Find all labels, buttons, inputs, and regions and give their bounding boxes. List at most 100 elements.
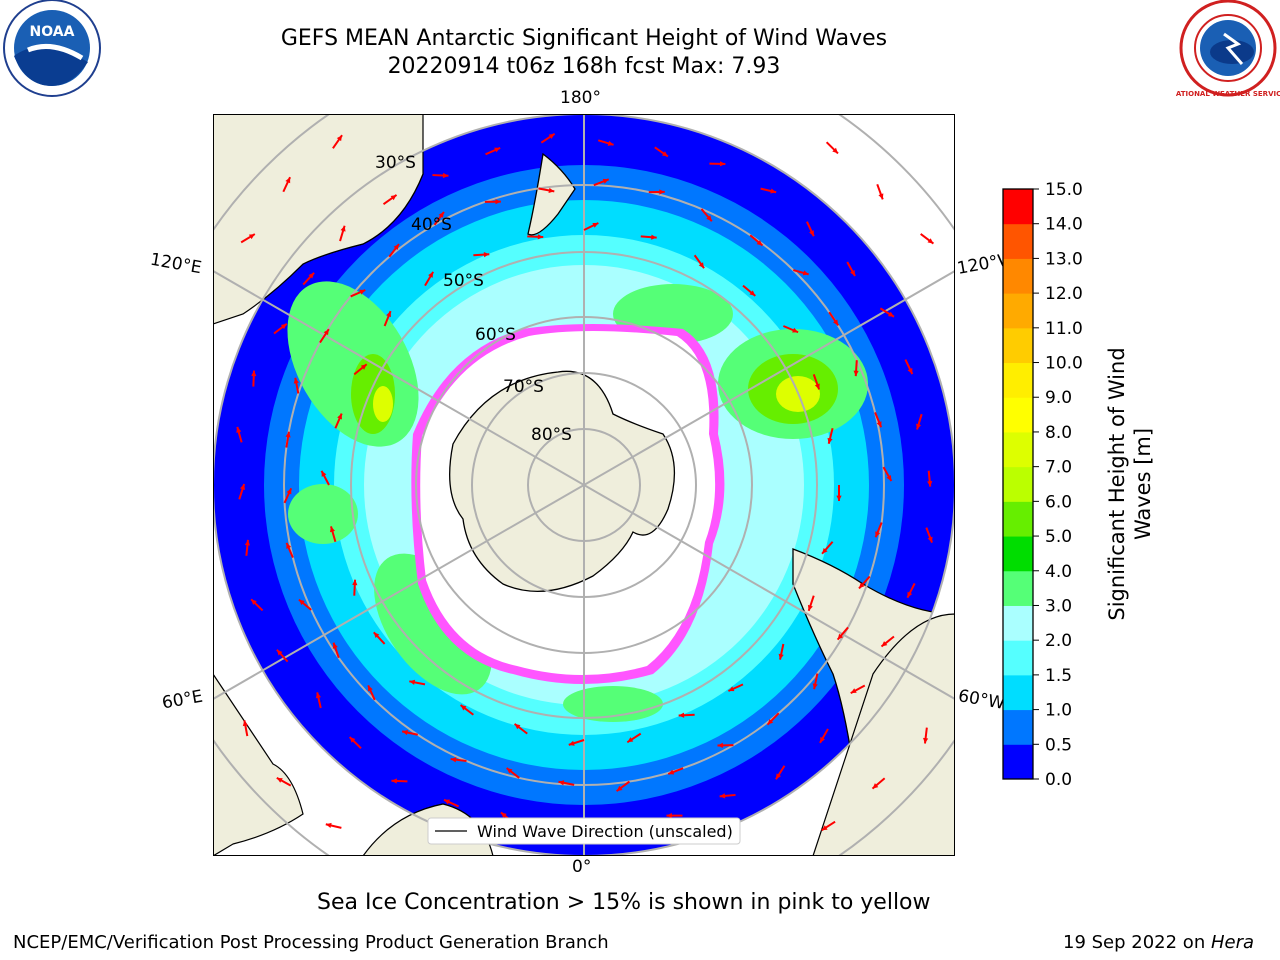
wind-wave-arrow-head: [460, 705, 467, 711]
wind-wave-arrow-head: [832, 147, 838, 154]
wind-wave-arrow-head: [285, 431, 291, 438]
colorbar-tick-label: 10.0: [1045, 354, 1083, 374]
wind-wave-arrow-head: [809, 230, 814, 237]
wind-wave-arrow-head: [820, 736, 825, 743]
wind-wave-arrow-head: [616, 785, 623, 792]
colorbar-tick-label: 13.0: [1045, 249, 1083, 269]
colorbar-band: [1003, 501, 1033, 537]
wind-wave-arrow-head: [807, 604, 813, 611]
wind-wave-arrow-head: [850, 270, 855, 277]
wind-wave-arrow-head: [872, 783, 879, 789]
wind-wave-arrow-head: [293, 377, 299, 384]
colorbar-tick-label: 2.0: [1045, 631, 1072, 651]
colorbar-band: [1003, 362, 1033, 398]
colorbar-tick-label: 3.0: [1045, 596, 1072, 616]
lon-label-60e: 60°E: [160, 686, 205, 714]
wind-wave-arrow-head: [881, 641, 888, 647]
wind-wave-arrow-head: [859, 582, 865, 589]
wind-wave-arrow-head: [494, 147, 501, 153]
wind-wave-arrow-head: [778, 653, 784, 660]
colorbar-band: [1003, 605, 1033, 641]
wind-wave-arrow-head: [386, 311, 391, 318]
wind-wave-arrow-head: [719, 793, 726, 799]
lon-label-60w: 60°W: [956, 686, 1007, 714]
graticule: [213, 114, 955, 856]
footer-date-text: 19 Sep 2022 on: [1063, 932, 1211, 953]
colorbar-band: [1003, 709, 1033, 745]
noaa-logo-text: NOAA: [30, 24, 75, 40]
wind-wave-arrow-head: [927, 536, 933, 543]
colorbar-band: [1003, 674, 1033, 711]
wind-wave-arrow-head: [390, 194, 397, 201]
wind-wave-arrow-head: [359, 289, 366, 295]
wind-wave-arrow-head: [280, 323, 287, 330]
wind-wave-arrow-head: [802, 270, 809, 276]
wind-wave-arrow-head: [340, 225, 346, 232]
lat-label-60s: 60°S: [475, 325, 516, 345]
wind-wave-arrow-head: [483, 251, 490, 258]
wind-wave-arrow-head: [236, 426, 242, 433]
colorbar-band: [1003, 327, 1033, 364]
colorbar-label-line2: Waves [m]: [1131, 428, 1155, 540]
wind-wave-arrow-head: [627, 737, 634, 743]
wind-wave-arrow-head: [607, 140, 614, 146]
colorbar-band: [1003, 466, 1033, 502]
wind-wave-arrow-head: [548, 133, 555, 139]
new-zealand-landmass: [527, 152, 576, 236]
wind-wave-arrow-head: [602, 178, 609, 184]
colorbar-tick-label: 1.0: [1045, 701, 1072, 721]
wind-wave-arrow-head: [698, 262, 705, 269]
wind-wave-arrow-head: [568, 740, 575, 746]
wind-wave-arrow-head: [286, 488, 292, 495]
colorbar-tick-label: 1.5: [1045, 666, 1072, 686]
lon-label-0: 0°: [572, 857, 592, 877]
wind-wave-arrow-head: [450, 757, 457, 763]
wind-wave-arrow-head: [352, 579, 358, 586]
wind-wave-arrow-head: [775, 773, 782, 780]
wind-wave-arrow-head: [321, 470, 327, 477]
colorbar-tick-label: 6.0: [1045, 492, 1072, 512]
wind-wave-arrow-head: [814, 383, 820, 390]
wind-wave-arrow-head: [495, 199, 501, 205]
wind-wave-arrow-head: [391, 778, 397, 784]
colorbar-tick-label: 7.0: [1045, 458, 1072, 478]
colorbar-tick-label: 5.0: [1045, 527, 1072, 547]
wind-wave-arrow-head: [276, 777, 283, 783]
wind-wave-arrow-head: [907, 368, 913, 375]
colorbar-band: [1003, 536, 1033, 572]
wind-wave-arrow-head: [659, 189, 665, 195]
wind-wave-arrow-head: [717, 742, 723, 748]
wind-wave-arrow-head: [298, 599, 305, 606]
wind-wave-arrow-head: [923, 737, 929, 744]
lat-label-70s: 70°S: [503, 377, 544, 397]
polar-map: 30°S 40°S 50°S 60°S 70°S 80°S Wind Wave …: [213, 114, 955, 856]
colorbar-band: [1003, 189, 1033, 225]
wind-wave-arrow-head: [876, 421, 882, 428]
colorbar-tick-label: 9.0: [1045, 388, 1072, 408]
wind-wave-arrow-head: [916, 423, 922, 430]
colorbar-tick-label: 0.0: [1045, 770, 1072, 790]
wind-wave-arrow-head: [428, 271, 434, 278]
colorbar-tick-label: 0.5: [1045, 735, 1072, 755]
wind-wave-arrow-head: [668, 769, 675, 775]
wind-wave-arrow-head: [827, 437, 833, 444]
wind-wave-arrow-head: [770, 188, 777, 194]
noaa-logo: NOAA: [3, 0, 101, 97]
colorbar-band: [1003, 640, 1033, 676]
wind-wave-arrow-head: [651, 234, 657, 240]
sea-ice-caption: Sea Ice Concentration > 15% is shown in …: [317, 890, 931, 915]
wind-wave-arrow-head: [878, 193, 884, 200]
colorbar-tick-label: 11.0: [1045, 319, 1083, 339]
wind-wave-arrow-head: [886, 475, 892, 482]
wind-wave-arrow-head: [537, 234, 544, 240]
map-title: GEFS MEAN Antarctic Significant Height o…: [280, 26, 888, 51]
wind-wave-arrow-head: [662, 151, 668, 157]
lat-label-40s: 40°S: [411, 215, 452, 235]
map-legend: Wind Wave Direction (unscaled): [427, 817, 741, 845]
wind-wave-arrow-head: [325, 822, 332, 829]
wind-wave-arrow-head: [349, 737, 356, 743]
wind-wave-arrow-head: [907, 591, 913, 598]
footer-machine: Hera: [1210, 932, 1254, 953]
wind-wave-arrow-head: [336, 135, 343, 142]
colorbar-band: [1003, 431, 1033, 468]
